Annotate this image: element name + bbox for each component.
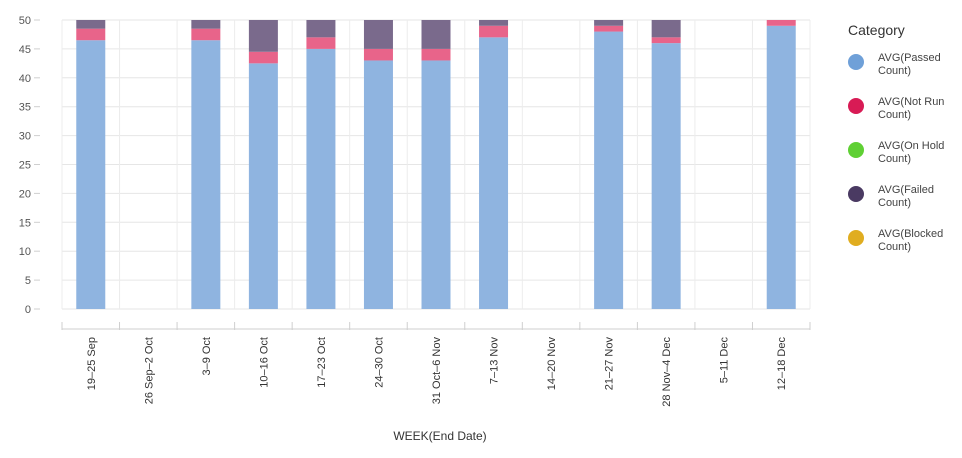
bar-segment[interactable] (363, 20, 393, 49)
bar-segment[interactable] (191, 28, 221, 41)
y-tick-label: 20 (19, 188, 31, 200)
bar-segment[interactable] (76, 28, 106, 41)
legend-label-passed: AVG(Passed Count) (878, 52, 941, 77)
legend-label-failed: AVG(Failed Count) (878, 184, 935, 209)
x-tick-label: 7–13 Nov (489, 337, 501, 385)
bar-segment[interactable] (594, 25, 624, 32)
x-tick-label: 31 Oct–6 Nov (431, 337, 443, 405)
bar-segment[interactable] (306, 37, 336, 49)
x-tick-label: 10–16 Oct (258, 337, 270, 388)
legend: Category AVG(Passed Count) AVG(Not Run C… (848, 22, 958, 272)
legend-title: Category (848, 22, 905, 38)
bar-segment[interactable] (421, 20, 451, 49)
legend-swatch-passed (848, 54, 864, 70)
bar-segment[interactable] (191, 40, 221, 309)
legend-label-blocked: AVG(Blocked Count) (878, 228, 944, 253)
x-tick-label: 26 Sep–2 Oct (143, 337, 155, 404)
legend-swatch-blocked (848, 230, 864, 246)
legend-swatch-on-hold (848, 142, 864, 158)
bar-segment[interactable] (479, 25, 509, 38)
bar-segment[interactable] (479, 20, 509, 26)
y-tick-label: 40 (19, 73, 31, 85)
axes: 0 5 10 15 20 25 30 35 40 45 50 19–25 Sep 26 Sep–2 Oc… (19, 15, 811, 407)
bar-segment[interactable] (248, 63, 278, 309)
bar-segment[interactable] (651, 43, 681, 310)
bar-segment[interactable] (363, 48, 393, 61)
x-axis-title: WEEK(End Date) (393, 429, 486, 443)
x-tick-label: 14–20 Nov (546, 337, 558, 391)
legend-item-failed[interactable]: AVG(Failed Count) (848, 184, 958, 228)
y-tick-label: 10 (19, 246, 31, 258)
y-tick-label: 35 (19, 102, 31, 114)
bar-segment[interactable] (421, 48, 451, 61)
bar-segment[interactable] (306, 48, 336, 310)
y-tick-label: 50 (19, 15, 31, 27)
y-tick-label: 5 (25, 275, 31, 287)
x-tick-label: 5–11 Dec (719, 337, 731, 384)
x-tick-label: 24–30 Oct (373, 337, 385, 388)
bars (76, 20, 796, 310)
y-tick-label: 25 (19, 160, 31, 172)
bar-segment[interactable] (76, 40, 106, 309)
legend-swatch-not-run (848, 98, 864, 114)
y-tick-label: 15 (19, 217, 31, 229)
bar-segment[interactable] (248, 20, 278, 52)
bar-segment[interactable] (479, 37, 509, 310)
bar-segment[interactable] (766, 25, 796, 310)
x-tick-label: 3–9 Oct (201, 337, 213, 376)
x-tick-label: 19–25 Sep (86, 337, 98, 390)
y-tick-label: 45 (19, 44, 31, 56)
x-tick-label: 12–18 Dec (776, 337, 788, 391)
legend-item-blocked[interactable]: AVG(Blocked Count) (848, 228, 958, 272)
legend-item-passed[interactable]: AVG(Passed Count) (848, 52, 958, 96)
bar-segment[interactable] (594, 31, 624, 310)
bar-segment[interactable] (766, 20, 796, 26)
bar-segment[interactable] (306, 20, 336, 38)
legend-swatch-failed (848, 186, 864, 202)
y-tick-label: 30 (19, 131, 31, 143)
bar-segment[interactable] (248, 51, 278, 64)
x-tick-label: 17–23 Oct (316, 337, 328, 388)
bar-segment[interactable] (594, 20, 624, 26)
bar-segment[interactable] (76, 20, 106, 29)
bar-segment[interactable] (191, 20, 221, 29)
y-tick-label: 0 (25, 304, 31, 316)
legend-label-not-run: AVG(Not Run Count) (878, 96, 945, 121)
bar-segment[interactable] (651, 20, 681, 38)
gridlines (61, 19, 811, 310)
legend-label-on-hold: AVG(On Hold Count) (878, 140, 945, 165)
legend-item-on-hold[interactable]: AVG(On Hold Count) (848, 140, 958, 184)
bar-segment[interactable] (421, 60, 451, 310)
legend-item-not-run[interactable]: AVG(Not Run Count) (848, 96, 958, 140)
x-tick-label: 21–27 Nov (604, 337, 616, 391)
bar-segment[interactable] (363, 60, 393, 310)
bar-segment[interactable] (651, 37, 681, 44)
x-tick-label: 28 Nov–4 Dec (661, 337, 673, 407)
